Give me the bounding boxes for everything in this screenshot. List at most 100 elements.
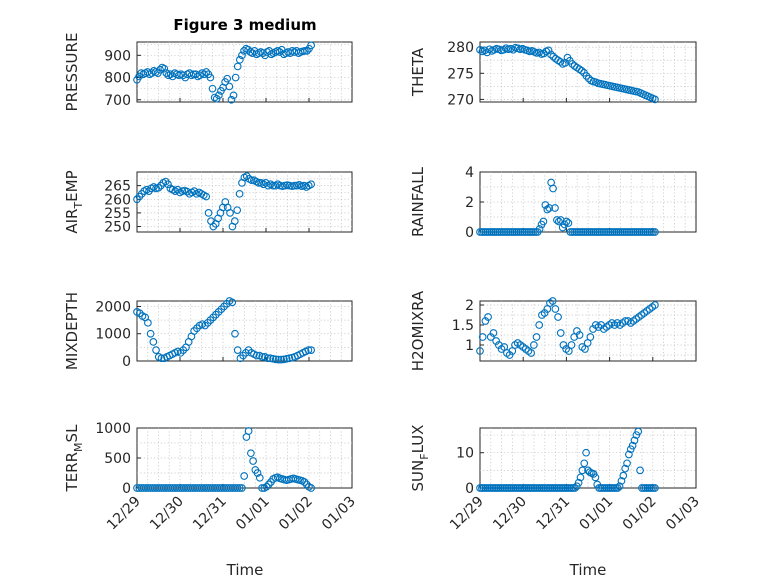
data-point (621, 317, 630, 325)
data-point (554, 217, 563, 226)
x-tick-label: 12/30 (147, 494, 187, 534)
data-point (597, 321, 605, 329)
y-tick-label: 2 (465, 298, 474, 314)
data-point (214, 91, 223, 100)
y-tick-label: 0 (122, 354, 131, 370)
data-point (300, 478, 309, 486)
data-point (152, 346, 160, 354)
panels: 700 800 900 PRESSURE 270 275 280 THETA 250255260… (63, 33, 703, 534)
y-tick-label: 1 (465, 338, 474, 354)
x-tick-label: 12/30 (490, 494, 530, 534)
data-point (307, 41, 316, 50)
y-tick-label: 0 (465, 481, 474, 497)
data-point (154, 183, 163, 192)
data-point (263, 354, 272, 363)
data-point (238, 484, 246, 492)
data-point (527, 349, 535, 357)
data-point (532, 333, 541, 341)
data-point (235, 55, 244, 64)
data-point (208, 84, 217, 93)
y-tick-label: 1000 (95, 421, 131, 437)
data-point (619, 471, 628, 480)
data-point (202, 192, 211, 201)
y-tick-label: 900 (104, 48, 131, 64)
y-tick-label: 0 (465, 225, 474, 241)
data-point (301, 47, 309, 55)
data-point (204, 209, 213, 217)
data-point (562, 217, 571, 226)
data-point (247, 176, 256, 185)
y-tick-label: 265 (104, 179, 131, 195)
data-point (274, 355, 283, 364)
plot-area (136, 171, 353, 233)
data-point (586, 333, 595, 341)
y-tick-label: 1.5 (452, 318, 474, 334)
data-point (269, 181, 277, 190)
data-point (225, 82, 234, 91)
data-point (573, 327, 581, 335)
data-point (634, 427, 643, 436)
data-point (228, 298, 237, 307)
y-tick-label: 2000 (95, 299, 131, 315)
data-point (146, 329, 155, 338)
y-axis-label: AIRTEMP (63, 170, 85, 233)
data-point (164, 180, 172, 189)
data-point (567, 341, 576, 349)
data-point (580, 459, 589, 468)
x-tick-label: 01/03 (319, 494, 359, 534)
data-point (529, 341, 538, 349)
x-tick-label: 12/31 (190, 494, 230, 534)
data-point (589, 325, 597, 333)
data-point (553, 216, 561, 224)
data-point (575, 331, 584, 339)
data-point (571, 484, 579, 492)
data-point (617, 477, 626, 485)
x-tick-label: 01/03 (663, 494, 703, 534)
data-point (621, 464, 630, 473)
panel-pressure: 700 800 900 PRESSURE (63, 33, 353, 111)
data-point (540, 309, 549, 317)
data-point (559, 341, 568, 349)
panel-sun-flux: 0 10 12/29 12/30 12/31 01/01 01/02 01/03 SUNFLUX (409, 425, 703, 534)
y-tick-label: 500 (104, 451, 131, 467)
data-point (486, 333, 495, 341)
data-point (568, 60, 577, 68)
data-point (556, 329, 565, 337)
x-tick-label: 12/31 (533, 494, 573, 534)
data-point (149, 338, 158, 346)
data-point (551, 204, 559, 212)
data-point (226, 209, 234, 217)
data-point (651, 484, 659, 492)
data-point (255, 473, 264, 482)
data-point (233, 484, 242, 492)
data-point (252, 351, 261, 360)
data-point (233, 346, 242, 354)
data-point (271, 355, 280, 364)
data-point (481, 317, 490, 325)
y-tick-label: 700 (104, 93, 131, 109)
y-axis-label: MIXDEPTH (63, 292, 81, 370)
data-point (478, 333, 487, 341)
data-point (636, 466, 644, 475)
data-point (262, 482, 271, 491)
data-point (157, 354, 166, 363)
y-tick-label: 0 (122, 481, 131, 497)
data-point (303, 47, 311, 55)
data-point (547, 50, 555, 59)
x-tick-label: 01/01 (233, 494, 273, 534)
data-point (545, 204, 554, 212)
y-tick-label: 1000 (95, 327, 131, 343)
panel-rainfall: 0 2 4 RAINFALL (409, 165, 697, 241)
y-tick-label: 250 (104, 220, 131, 236)
data-point (548, 297, 557, 305)
data-point (247, 449, 255, 458)
data-point (625, 450, 633, 459)
plot-area (479, 427, 697, 489)
data-point (238, 51, 246, 60)
data-point (484, 313, 492, 321)
data-point (227, 95, 236, 104)
data-point (200, 70, 208, 79)
x-tick-label: 12/29 (104, 494, 144, 534)
data-point (144, 318, 152, 327)
data-point (280, 355, 288, 364)
